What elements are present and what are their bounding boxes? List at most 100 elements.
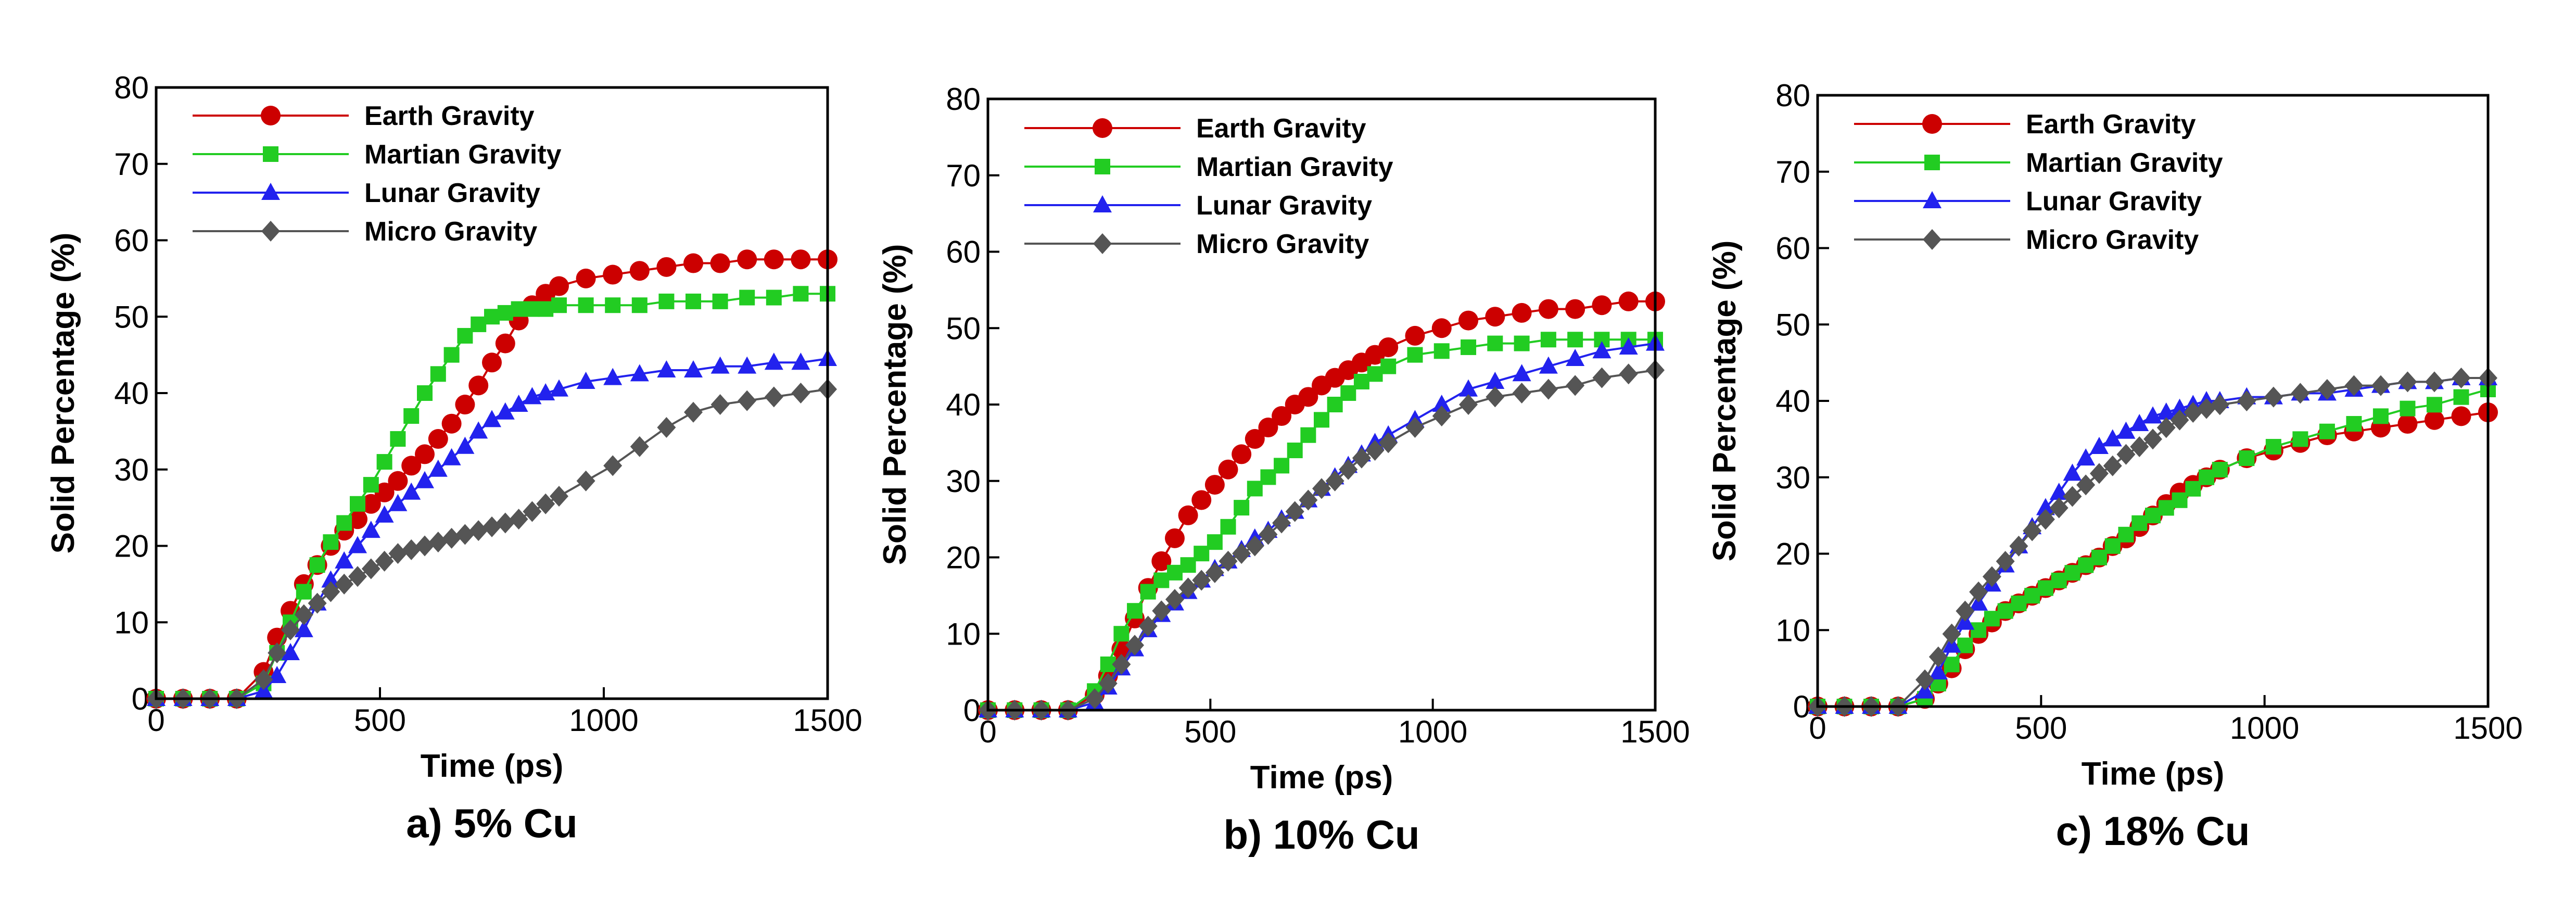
data-point (1245, 429, 1265, 449)
data-point (2011, 595, 2027, 611)
data-point (791, 352, 810, 370)
y-tick-label: 70 (946, 158, 981, 193)
data-point (1619, 337, 1638, 355)
series-lunar-gravity (1808, 368, 2497, 714)
data-point (1234, 500, 1250, 516)
data-point (710, 356, 730, 374)
data-point (550, 379, 568, 397)
legend-label: Micro Gravity (2026, 225, 2199, 255)
legend-marker (261, 183, 280, 200)
legend-label: Martian Gravity (364, 140, 562, 170)
legend-marker (1095, 159, 1110, 174)
data-point (268, 665, 287, 683)
data-point (1260, 469, 1276, 485)
data-point (1178, 577, 1198, 599)
data-point (2291, 383, 2310, 404)
data-point (1566, 348, 1585, 366)
y-axis-label: Solid Percentage (%) (1707, 241, 1743, 562)
data-point (2452, 367, 2471, 388)
data-point (1339, 459, 1358, 480)
data-point (1540, 332, 1556, 348)
data-point (1178, 505, 1198, 525)
data-point (402, 482, 421, 500)
data-point (603, 368, 623, 385)
data-point (1984, 611, 2000, 627)
data-point (335, 551, 354, 569)
data-point (2400, 400, 2416, 417)
data-point (629, 261, 650, 281)
data-point (1325, 470, 1344, 491)
data-point (2089, 463, 2109, 484)
data-point (2397, 414, 2418, 434)
data-point (1459, 394, 1478, 415)
data-point (1997, 603, 2013, 619)
data-point (1232, 543, 1251, 564)
data-point (576, 371, 595, 389)
data-point (1996, 551, 2015, 572)
data-point (469, 421, 488, 439)
y-axis-label: Solid Percentage (%) (45, 233, 81, 554)
data-point (1218, 459, 1238, 480)
data-point (2143, 428, 2162, 450)
y-tick-label: 20 (114, 529, 149, 564)
data-point (415, 535, 434, 557)
data-point (375, 505, 394, 523)
data-point (496, 512, 515, 534)
data-point (1298, 387, 1318, 407)
data-point (1592, 341, 1611, 359)
data-point (1327, 397, 1343, 412)
data-point (2426, 397, 2442, 413)
y-tick-label: 40 (1775, 384, 1810, 419)
y-tick-label: 50 (114, 299, 149, 334)
data-point (524, 301, 540, 317)
data-point (657, 417, 676, 438)
data-point (603, 264, 623, 285)
data-point (2199, 469, 2215, 485)
panel-caption: b) 10% Cu (1223, 812, 1419, 857)
data-point (1433, 343, 1450, 359)
data-point (2049, 483, 2069, 500)
data-point (2024, 588, 2040, 604)
data-point (2145, 508, 2161, 524)
data-point (656, 257, 677, 277)
data-point (551, 297, 567, 313)
data-point (321, 570, 340, 588)
data-point (1512, 382, 1531, 403)
data-point (1259, 524, 1278, 545)
data-point (2036, 498, 2055, 515)
data-point (2103, 455, 2122, 476)
data-point (1538, 299, 1558, 319)
data-point (1378, 337, 1399, 357)
data-point (2398, 371, 2417, 393)
data-point (348, 566, 367, 587)
data-point (1353, 373, 1369, 389)
y-tick-label: 30 (114, 452, 149, 487)
data-point (294, 620, 313, 637)
legend-label: Lunar Gravity (2026, 186, 2202, 217)
data-point (1380, 358, 1397, 374)
data-point (1567, 332, 1583, 348)
x-tick-label: 1500 (1620, 714, 1690, 749)
data-point (2210, 394, 2229, 415)
data-point (1486, 371, 1505, 389)
y-tick-label: 40 (114, 376, 149, 411)
data-point (1512, 302, 1532, 323)
series-line (988, 342, 1656, 711)
data-point (2197, 398, 2216, 419)
data-point (443, 347, 460, 363)
data-point (348, 536, 367, 553)
x-axis-label: Time (ps) (2082, 756, 2224, 792)
data-point (2239, 450, 2255, 466)
data-point (2372, 408, 2389, 424)
data-point (509, 395, 528, 412)
data-point (1165, 589, 1184, 610)
data-point (1245, 535, 1264, 557)
y-tick-label: 50 (1775, 307, 1810, 342)
data-point (388, 494, 408, 511)
data-point (1112, 653, 1131, 675)
legend-label: Lunar Gravity (1196, 191, 1372, 221)
data-point (710, 253, 730, 273)
data-point (1340, 385, 1356, 401)
data-point (2212, 462, 2228, 478)
